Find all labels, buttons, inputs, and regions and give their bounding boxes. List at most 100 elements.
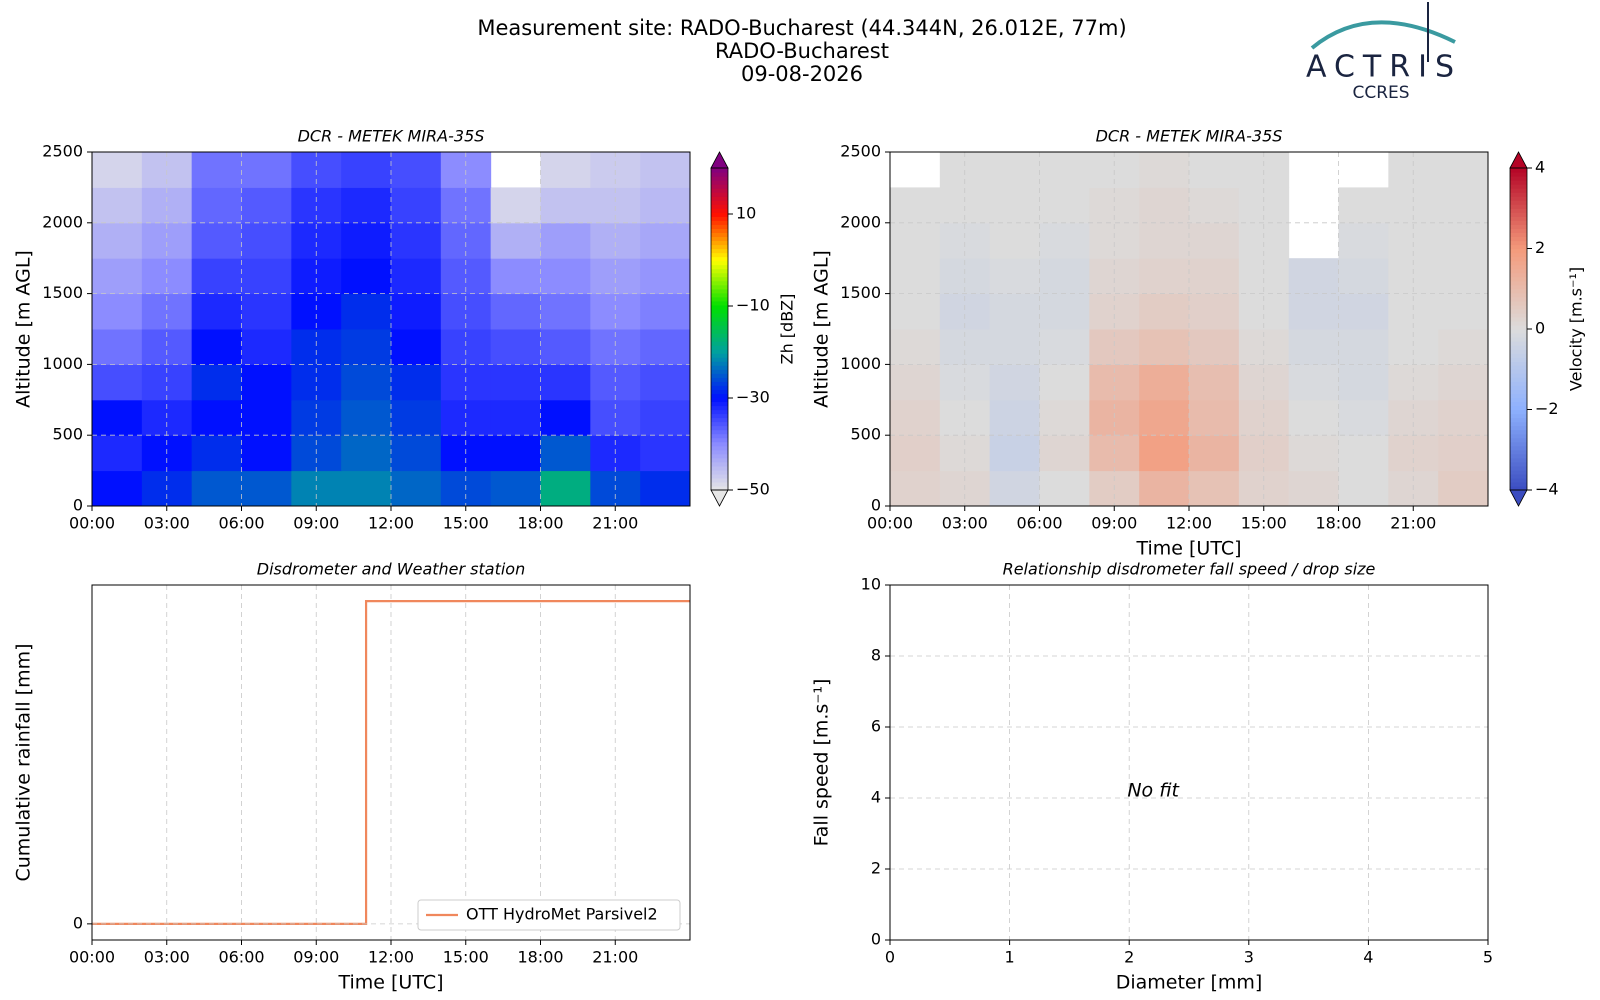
colorbar-segment	[1510, 405, 1527, 411]
heatmap-cell	[890, 364, 941, 401]
colorbar-segment	[1510, 216, 1527, 221]
colorbar-segment	[711, 369, 728, 374]
colorbar-segment	[1510, 188, 1527, 193]
colorbar-segment	[711, 421, 728, 427]
heatmap-cell	[391, 364, 442, 401]
heatmap-cell	[341, 399, 392, 436]
heatmap-cell	[989, 470, 1040, 507]
colorbar-segment	[1510, 228, 1527, 233]
heatmap-cell	[640, 152, 691, 188]
colorbar-segment	[711, 280, 728, 286]
x-tick-label: 0	[885, 948, 895, 967]
x-tick-label: 12:00	[368, 948, 414, 967]
colorbar-segment	[711, 405, 728, 411]
heatmap-cell	[1189, 470, 1240, 507]
colorbar-segment	[1510, 268, 1527, 274]
colorbar-segment	[711, 296, 728, 302]
heatmap-cell	[391, 258, 442, 295]
heatmap-cell	[640, 258, 691, 295]
heatmap-cell	[191, 470, 242, 507]
heatmap-cell	[1039, 435, 1090, 472]
x-tick-label: 12:00	[1166, 514, 1212, 533]
colorbar-segment	[1510, 421, 1527, 427]
heatmap-cell	[1189, 399, 1240, 436]
colorbar-frame	[710, 167, 729, 491]
colorbar-segment	[711, 212, 728, 217]
heatmap-cell	[341, 329, 392, 365]
heatmap-cell	[341, 258, 392, 295]
heatmap-cell	[391, 152, 442, 188]
y-axis-label: Altitude [m AGL]	[13, 250, 35, 408]
heatmap-cell	[1338, 399, 1389, 436]
heatmap-cell	[241, 364, 292, 401]
heatmap-cell	[490, 293, 541, 330]
colorbar-segment	[711, 441, 728, 447]
logo-subtitle: CCRES	[1352, 83, 1409, 103]
x-tick-label: 18:00	[517, 948, 563, 967]
colorbar-segment	[711, 449, 728, 455]
colorbar-segment	[711, 393, 728, 399]
colorbar-segment	[711, 389, 728, 394]
figure-date: 09-08-2026	[741, 62, 863, 86]
heatmap-cell	[989, 152, 1040, 188]
heatmap-cell	[241, 293, 292, 330]
y-tick-label: 1000	[840, 354, 881, 373]
x-tick-label: 00:00	[867, 514, 913, 533]
colorbar-segment	[1510, 385, 1527, 390]
x-tick-label: 15:00	[443, 948, 489, 967]
heatmap-cell	[1438, 470, 1489, 507]
colorbar-segment	[711, 304, 728, 310]
x-tick-label: 09:00	[293, 948, 339, 967]
x-tick-label: 06:00	[1016, 514, 1062, 533]
x-tick-label: 21:00	[1390, 514, 1436, 533]
heatmap-cell	[490, 329, 541, 365]
colorbar-segment	[711, 457, 728, 463]
colorbar-segment	[1510, 349, 1527, 354]
colorbar-segment	[1510, 320, 1527, 326]
colorbar-segment	[711, 236, 728, 242]
colorbar-segment	[1510, 208, 1527, 213]
heatmap-cell	[1288, 258, 1339, 295]
heatmap-cell	[1039, 187, 1090, 224]
colorbar-segment	[1510, 393, 1527, 399]
colorbar-segment	[1510, 373, 1527, 378]
y-tick-label: 500	[850, 425, 881, 444]
x-tick-label: 5	[1483, 948, 1493, 967]
heatmap-cell	[1139, 435, 1190, 472]
heatmap-cell	[890, 222, 941, 259]
colorbar-segment	[711, 373, 728, 378]
heatmap-cell	[640, 364, 691, 401]
heatmap-cell	[1189, 258, 1240, 295]
y-axis-label: Altitude [m AGL]	[811, 250, 833, 408]
colorbar-segment	[711, 312, 728, 318]
colorbar-segment	[711, 329, 728, 334]
heatmap-cell	[1039, 258, 1090, 295]
colorbar-segment	[711, 228, 728, 233]
heatmap-cell	[989, 435, 1040, 472]
colorbar-segment	[711, 204, 728, 209]
heatmap-cell	[191, 293, 242, 330]
heatmap-cell	[92, 470, 143, 507]
heatmap-cell	[490, 222, 541, 259]
colorbar-segment	[1510, 256, 1527, 262]
x-tick-label: 21:00	[592, 948, 638, 967]
heatmap-cell	[92, 222, 143, 259]
colorbar-segment	[711, 284, 728, 290]
y-tick-label: 8	[871, 646, 881, 665]
axes-frame	[889, 151, 1489, 507]
x-tick-label: 06:00	[218, 948, 264, 967]
colorbar-segment	[1510, 477, 1527, 483]
colorbar-segment	[711, 244, 728, 250]
heatmap-cell	[640, 187, 691, 224]
colorbar-segment	[1510, 333, 1527, 338]
heatmap-cell	[1139, 293, 1190, 330]
colorbar-segment	[711, 485, 728, 491]
colorbar-segment	[1510, 308, 1527, 314]
y-tick-label: 0	[871, 930, 881, 949]
heatmap-cell	[989, 258, 1040, 295]
heatmap-cell	[1039, 152, 1090, 188]
colorbar-segment	[1510, 485, 1527, 491]
colorbar-segment	[1510, 441, 1527, 447]
y-tick-label: 500	[52, 425, 83, 444]
heatmap-cell	[1438, 187, 1489, 224]
